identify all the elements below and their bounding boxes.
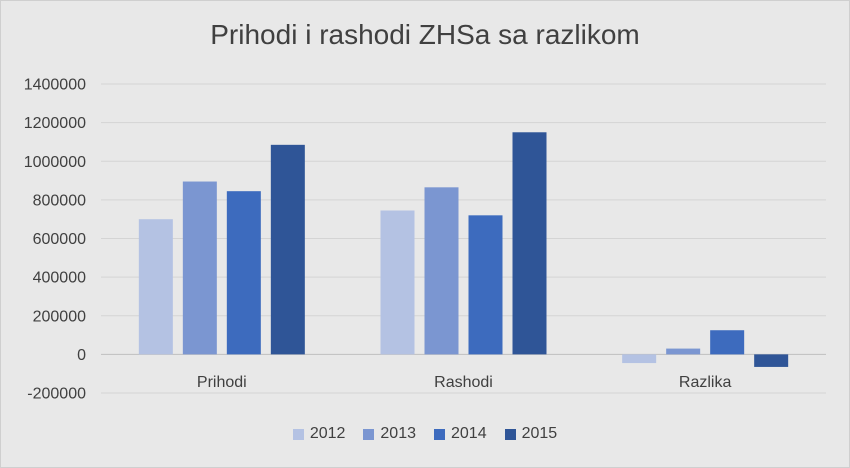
y-tick-label: 1000000 xyxy=(24,154,86,171)
bar-razlika-2013 xyxy=(666,348,701,355)
y-tick-label: 800000 xyxy=(33,192,86,209)
y-tick-label: -200000 xyxy=(27,386,86,403)
bar-rashodi-2012 xyxy=(380,210,415,355)
legend-label: 2014 xyxy=(451,425,487,442)
legend-item: 2015 xyxy=(504,425,558,443)
y-tick-label: 1200000 xyxy=(24,115,86,132)
bar-razlika-2014 xyxy=(710,330,745,355)
bar-prihodi-2012 xyxy=(138,219,173,355)
bar-razlika-2012 xyxy=(622,354,657,364)
legend-swatch xyxy=(434,428,445,440)
legend-item: 2014 xyxy=(434,425,487,443)
bar-prihodi-2015 xyxy=(270,144,305,355)
legend-swatch xyxy=(292,428,304,440)
bar-razlika-2015 xyxy=(754,354,789,367)
legend: 2012 2013 2014 2015 xyxy=(1,425,849,443)
bar-prihodi-2014 xyxy=(226,191,261,355)
legend-swatch xyxy=(363,428,375,440)
legend-label: 2013 xyxy=(380,425,416,442)
legend-label: 2015 xyxy=(521,425,558,442)
bar-rashodi-2013 xyxy=(424,187,459,355)
legend-label: 2012 xyxy=(309,425,346,442)
category-label: Rashodi xyxy=(434,374,493,391)
y-tick-label: 400000 xyxy=(33,270,86,287)
bar-rashodi-2015 xyxy=(512,132,547,355)
chart-title: Prihodi i rashodi ZHSa sa razlikom xyxy=(210,19,640,50)
y-tick-label: 200000 xyxy=(33,308,86,325)
legend-item: 2012 xyxy=(292,425,346,443)
bar-prihodi-2013 xyxy=(182,181,217,355)
y-tick-label: 600000 xyxy=(33,231,86,248)
category-label: Prihodi xyxy=(197,374,247,391)
legend-swatch xyxy=(504,428,516,440)
category-label: Razlika xyxy=(679,374,732,391)
y-tick-label: 1400000 xyxy=(24,77,86,94)
legend-item: 2013 xyxy=(363,425,416,443)
bar-rashodi-2014 xyxy=(468,215,503,355)
y-tick-label: 0 xyxy=(77,347,86,364)
